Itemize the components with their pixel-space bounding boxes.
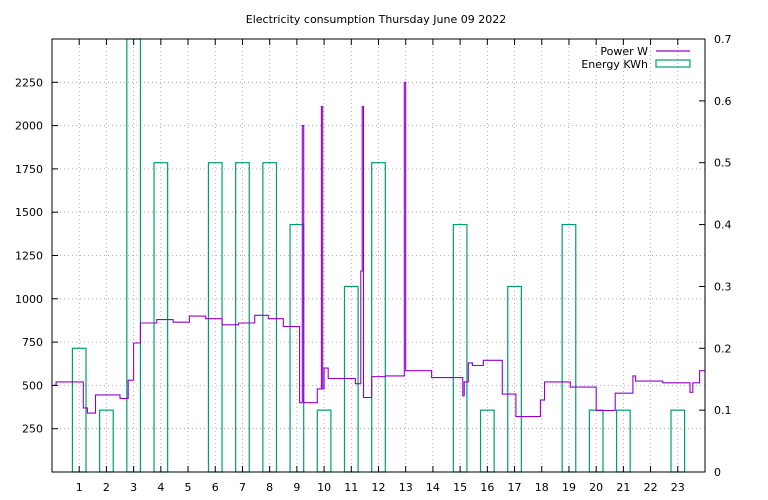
- y-right-tick-label: 0.6: [714, 95, 732, 108]
- y-left-tick-label: 250: [22, 423, 43, 436]
- y-left-tick-label: 750: [22, 336, 43, 349]
- energy-bar: [235, 162, 250, 473]
- grid-lines: [52, 39, 705, 472]
- x-tick-label: 18: [535, 481, 549, 494]
- y-left-tick-label: 2250: [15, 76, 43, 89]
- energy-bar: [71, 347, 87, 473]
- x-tick-label: 9: [293, 481, 300, 494]
- y-left-tick-label: 2000: [15, 120, 43, 133]
- legend-energy-sample: [655, 59, 691, 68]
- y-left-tick-label: 1500: [15, 206, 43, 219]
- energy-bar: [289, 223, 305, 473]
- x-tick-label: 12: [372, 481, 386, 494]
- x-axis-ticks: 1 2 3 4 5 6 7 8 9 10 11 12 13 14 15 16 17 18 19 20 21 22 23: [76, 39, 685, 494]
- power-line: [52, 81, 705, 418]
- x-tick-label: 10: [317, 481, 331, 494]
- x-tick-label: 14: [426, 481, 440, 494]
- x-tick-label: 23: [671, 481, 685, 494]
- x-tick-label: 1: [76, 481, 83, 494]
- x-tick-label: 15: [453, 481, 467, 494]
- x-tick-label: 3: [130, 481, 137, 494]
- energy-bar: [262, 162, 278, 473]
- energy-bar: [452, 223, 468, 473]
- y-left-tick-label: 1000: [15, 293, 43, 306]
- x-tick-label: 8: [266, 481, 273, 494]
- x-tick-label: 5: [185, 481, 192, 494]
- y-left-tick-label: 1250: [15, 250, 43, 263]
- x-tick-label: 11: [344, 481, 358, 494]
- power-line-group: [52, 81, 705, 418]
- energy-bar: [207, 162, 223, 473]
- legend-power-label: Power W: [600, 45, 648, 58]
- x-tick-label: 13: [399, 481, 413, 494]
- y-right-tick-label: 0.3: [714, 280, 732, 293]
- legend-energy-label: Energy KWh: [581, 58, 648, 71]
- energy-bar: [153, 162, 169, 473]
- y-left-tick-label: 500: [22, 379, 43, 392]
- x-tick-label: 20: [589, 481, 603, 494]
- x-tick-label: 7: [239, 481, 246, 494]
- y-left-axis-ticks: 250 500 750 1000 1250 1500 1750 2000 2250: [15, 76, 58, 436]
- y-right-tick-label: 0: [714, 466, 721, 479]
- x-tick-label: 2: [103, 481, 110, 494]
- y-right-tick-label: 0.5: [714, 157, 732, 170]
- energy-bar: [371, 162, 386, 473]
- y-right-tick-label: 0.1: [714, 404, 732, 417]
- x-tick-label: 6: [212, 481, 219, 494]
- y-right-tick-label: 0.4: [714, 219, 732, 232]
- y-right-axis-ticks: 0 0.1 0.2 0.3 0.4 0.5 0.6 0.7: [699, 33, 732, 479]
- x-tick-label: 22: [644, 481, 658, 494]
- chart-title: Electricity consumption Thursday June 09…: [246, 13, 506, 26]
- x-tick-label: 19: [562, 481, 576, 494]
- y-left-tick-label: 1750: [15, 163, 43, 176]
- legend: Power W Energy KWh: [581, 45, 691, 71]
- x-tick-label: 17: [508, 481, 522, 494]
- x-tick-label: 4: [157, 481, 164, 494]
- y-right-tick-label: 0.7: [714, 33, 732, 46]
- x-tick-label: 21: [616, 481, 630, 494]
- x-tick-label: 16: [480, 481, 494, 494]
- y-right-tick-label: 0.2: [714, 342, 732, 355]
- energy-bar: [561, 223, 577, 473]
